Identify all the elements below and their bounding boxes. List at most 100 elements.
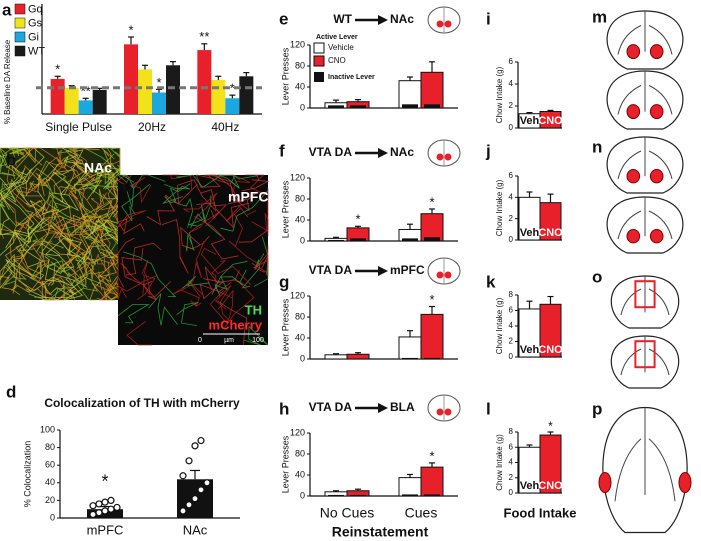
y-tick-label: 0 xyxy=(50,512,55,522)
fiber xyxy=(116,174,135,189)
panel-letter: i xyxy=(486,9,491,28)
significance: * xyxy=(101,471,108,491)
y-tick-label: 2 xyxy=(509,337,514,346)
y-tick-label: 0 xyxy=(509,123,514,132)
fiber xyxy=(209,289,234,325)
data-point xyxy=(179,472,187,480)
y-tick-label: 8 xyxy=(509,427,514,436)
atlas-target xyxy=(634,280,656,309)
y-tick-label: 80 xyxy=(45,442,55,452)
error-bar xyxy=(547,193,554,203)
inactive-bar xyxy=(328,105,344,108)
atlas-target xyxy=(626,168,641,184)
fiber xyxy=(63,177,121,203)
bar xyxy=(398,80,422,109)
y-tick-label: 120 xyxy=(290,290,305,300)
inactive-bar xyxy=(424,237,440,241)
fiber xyxy=(195,174,230,188)
y-axis-title: Chow Intake (g) xyxy=(495,179,504,236)
significance: ** xyxy=(81,84,91,99)
bar xyxy=(64,87,79,114)
y-tick-label: 120 xyxy=(290,427,305,437)
inactive-bar xyxy=(402,104,418,108)
fiber xyxy=(117,285,127,300)
fiber xyxy=(101,170,122,211)
y-tick-label: 120 xyxy=(290,39,305,49)
bar xyxy=(398,336,422,360)
fiber xyxy=(194,216,239,260)
panel-letter: l xyxy=(486,399,491,418)
bar xyxy=(124,44,138,115)
significance: * xyxy=(128,22,133,37)
atlas-region xyxy=(617,85,642,115)
fiber xyxy=(220,175,251,202)
micrograph xyxy=(118,175,268,345)
data-point xyxy=(197,436,205,445)
fiber xyxy=(79,274,102,292)
atlas-target xyxy=(598,472,612,493)
y-tick-label: 80 xyxy=(295,193,305,203)
legend-swatch xyxy=(314,72,324,82)
significance: * xyxy=(156,75,161,90)
bar xyxy=(92,89,107,114)
atlas-region xyxy=(617,210,642,240)
fiber xyxy=(0,253,17,280)
y-tick-label: 0 xyxy=(509,235,514,244)
fiber xyxy=(78,178,118,200)
bar xyxy=(398,477,422,497)
x-tick-label: Single Pulse xyxy=(45,120,112,134)
panel-letter: c xyxy=(122,176,131,195)
fiber xyxy=(196,202,228,219)
fiber xyxy=(125,242,162,276)
x-tick-label: Cues xyxy=(405,505,438,521)
data-point xyxy=(113,503,121,512)
error-bar xyxy=(170,61,176,66)
atlas-target xyxy=(626,44,641,60)
fiber xyxy=(37,160,67,194)
y-tick-label: 6 xyxy=(509,442,514,451)
fiber xyxy=(70,233,115,272)
title-source: VTA DA xyxy=(309,400,353,414)
y-tick-label: 6 xyxy=(509,57,514,66)
panel-letter: g xyxy=(279,272,289,291)
atlas-region xyxy=(648,85,673,115)
data-point xyxy=(185,501,193,509)
category-label: CNO xyxy=(538,344,563,356)
title-target: NAc xyxy=(390,12,414,26)
fiber xyxy=(81,212,100,252)
inactive-bar xyxy=(402,494,418,496)
fiber xyxy=(4,259,27,286)
error-bar xyxy=(526,444,533,448)
image-label: NAc xyxy=(84,160,112,176)
brain-icon-target xyxy=(444,153,452,161)
y-tick-label: 40 xyxy=(295,214,305,224)
fiber xyxy=(130,176,152,204)
error-bar xyxy=(333,490,339,492)
fiber xyxy=(58,238,82,270)
x-tick-label: No Cues xyxy=(320,505,374,521)
legend-label: Gq xyxy=(28,3,43,15)
atlas-region xyxy=(648,210,673,240)
fiber xyxy=(117,218,145,235)
fiber xyxy=(176,302,199,326)
fiber xyxy=(61,216,102,244)
y-tick-label: 40 xyxy=(295,469,305,479)
y-tick-label: 40 xyxy=(295,332,305,342)
legend-title: Active Lever xyxy=(316,34,358,41)
fiber xyxy=(65,261,91,283)
fiber xyxy=(38,251,75,301)
bar xyxy=(166,65,180,114)
panel-letter: e xyxy=(279,9,288,28)
fiber xyxy=(44,237,83,276)
fiber xyxy=(181,289,202,307)
atlas-region xyxy=(648,348,670,376)
fiber xyxy=(146,194,180,226)
y-tick-label: 80 xyxy=(295,448,305,458)
error-bar xyxy=(142,64,148,70)
fiber xyxy=(0,178,26,213)
error-bar xyxy=(190,469,200,480)
fiber xyxy=(56,147,79,156)
bar xyxy=(138,69,152,114)
fiber xyxy=(64,238,96,283)
significance: ** xyxy=(199,29,209,44)
